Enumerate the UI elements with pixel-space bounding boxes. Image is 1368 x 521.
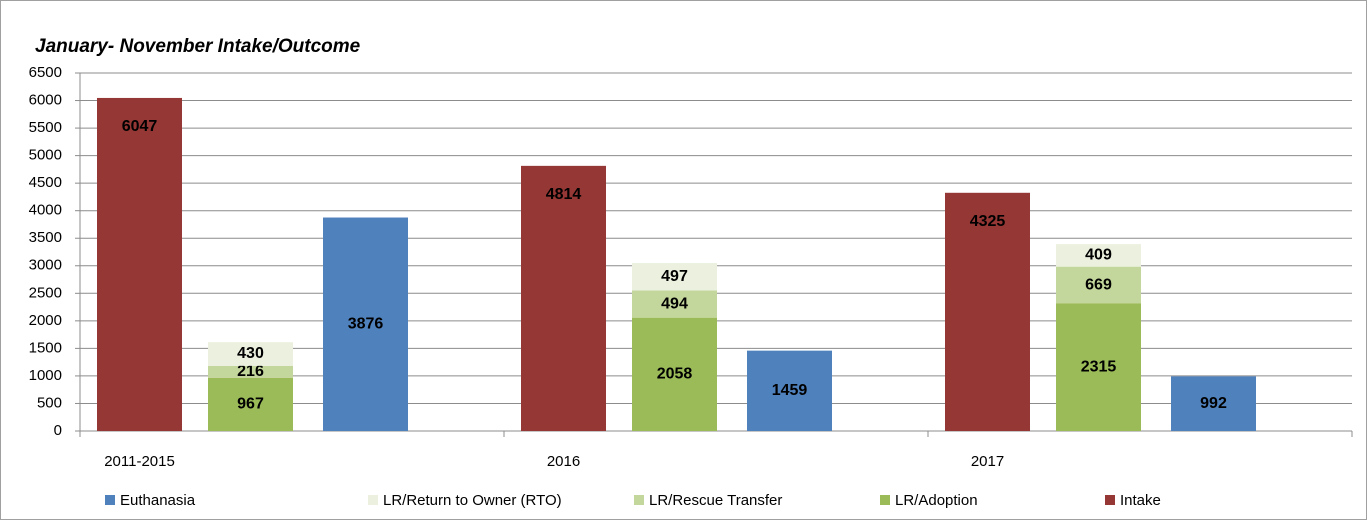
y-tick-label: 2000: [29, 312, 62, 329]
data-label: 2058: [657, 366, 693, 383]
data-label: 4325: [970, 213, 1006, 230]
data-label: 1459: [772, 382, 808, 399]
bar: [323, 217, 408, 431]
y-tick-label: 6000: [29, 92, 62, 109]
y-tick-label: 500: [37, 394, 62, 411]
x-tick-label: 2016: [547, 453, 580, 470]
legend-label: LR/Rescue Transfer: [649, 492, 782, 509]
bar: [208, 342, 293, 366]
data-label: 967: [237, 396, 264, 413]
data-label: 497: [661, 268, 688, 285]
x-tick-label: 2017: [971, 453, 1004, 470]
bar: [632, 290, 717, 318]
data-label: 430: [237, 345, 264, 362]
legend-swatch: [880, 495, 890, 505]
y-tick-label: 0: [54, 422, 62, 439]
data-label: 2315: [1081, 358, 1117, 375]
y-tick-label: 1000: [29, 367, 62, 384]
legend-swatch: [1105, 495, 1115, 505]
data-label: 494: [661, 295, 688, 312]
y-tick-label: 5000: [29, 147, 62, 164]
bar: [632, 263, 717, 291]
data-label: 992: [1200, 395, 1227, 412]
y-tick-label: 4000: [29, 202, 62, 219]
bar: [208, 377, 293, 431]
y-tick-label: 6500: [29, 64, 62, 81]
data-label: 216: [237, 363, 264, 380]
legend-label: Intake: [1120, 492, 1161, 509]
bar: [1056, 266, 1141, 304]
y-tick-label: 1500: [29, 339, 62, 356]
y-tick-label: 2500: [29, 284, 62, 301]
legend-swatch: [634, 495, 644, 505]
x-tick-label: 2011-2015: [104, 453, 175, 470]
bar: [208, 365, 293, 378]
y-tick-label: 5500: [29, 119, 62, 136]
legend-label: LR/Adoption: [895, 492, 978, 509]
legend-swatch: [368, 495, 378, 505]
y-tick-label: 4500: [29, 174, 62, 191]
bar: [1056, 303, 1141, 431]
bar: [1171, 376, 1256, 431]
legend-swatch: [105, 495, 115, 505]
legend-label: Euthanasia: [120, 492, 196, 509]
data-label: 6047: [122, 118, 158, 135]
legend-label: LR/Return to Owner (RTO): [383, 492, 562, 509]
bar: [945, 192, 1030, 431]
bar: [632, 317, 717, 431]
bar: [747, 350, 832, 431]
data-label: 3876: [348, 315, 384, 332]
bar: [1056, 244, 1141, 267]
bar: [521, 165, 606, 432]
data-label: 669: [1085, 276, 1112, 293]
data-label: 4814: [546, 186, 582, 203]
bar: [97, 97, 182, 432]
y-tick-label: 3000: [29, 257, 62, 274]
chart-title: January- November Intake/Outcome: [35, 36, 361, 57]
data-label: 409: [1085, 247, 1112, 264]
y-tick-label: 3500: [29, 229, 62, 246]
